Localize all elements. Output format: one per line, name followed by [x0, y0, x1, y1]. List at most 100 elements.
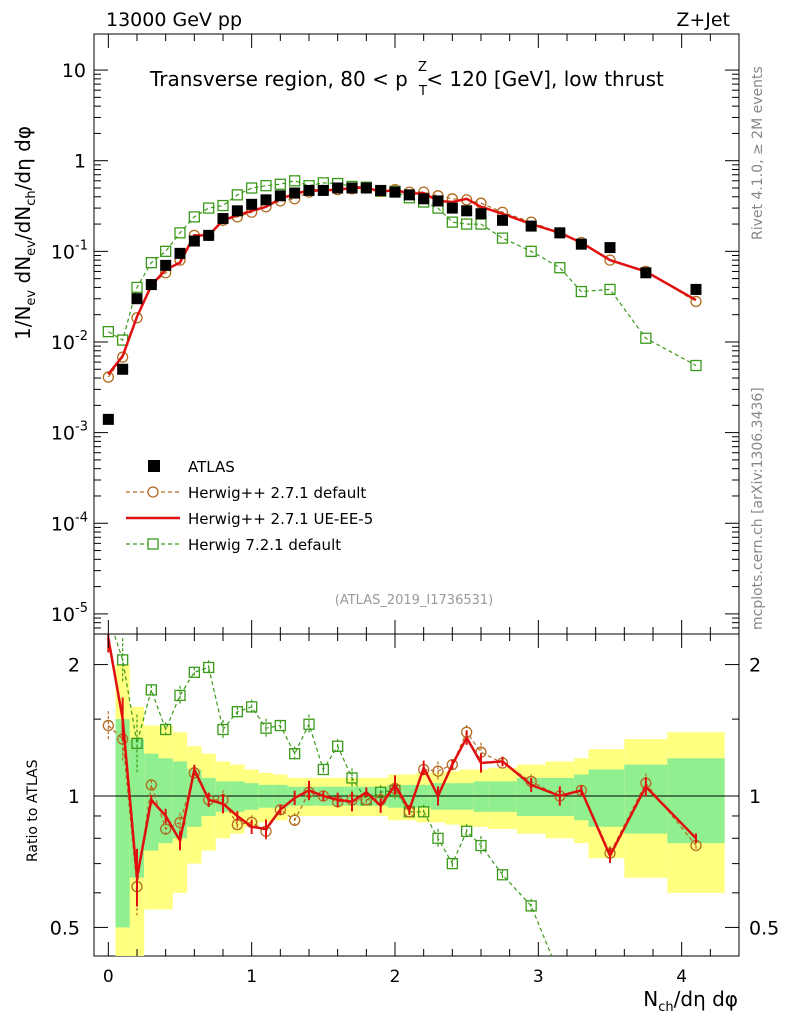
y-main-tick-label: 10 [62, 60, 86, 82]
main-series-2-point [203, 202, 215, 214]
legend: ATLAS Herwig++ 2.7.1 default Herwig++ 2.7.… [126, 458, 373, 554]
main-series-2-point [274, 178, 286, 190]
atlas-data-point [475, 208, 487, 220]
ratio-series-2-point [576, 971, 586, 981]
y-main-tick-label: 10-3 [51, 420, 88, 445]
main-series-2-point [690, 359, 702, 372]
legend-label: ATLAS [188, 458, 235, 476]
ratio-series-2-point [641, 971, 651, 981]
atlas-data-point [131, 293, 143, 305]
y-ratio-tick-label: 2 [68, 655, 80, 677]
y-main-tick-label: 10-5 [51, 601, 88, 626]
legend-marker-atlas [148, 460, 160, 472]
ratio-band-inner [588, 769, 625, 827]
y-main-tick-label: 1 [74, 151, 86, 173]
atlas-data-point [375, 184, 387, 196]
main-series-2-point [446, 216, 458, 228]
atlas-data-point [303, 184, 315, 196]
main-series-2-line [107, 180, 697, 367]
ratio-series-0-point [174, 816, 186, 829]
plot-title-tail: < 120 [GeV], low thrust [420, 67, 664, 91]
legend-label: Herwig++ 2.7.1 UE-EE-5 [188, 510, 373, 528]
y-main-tick-exponent: -1 [75, 238, 88, 253]
ratio-plot-layer [102, 611, 702, 981]
ratio-series-2-point [174, 689, 186, 702]
legend-label: Herwig++ 2.7.1 default [188, 484, 366, 502]
ratio-series-2-point [289, 748, 301, 760]
main-series-2-point [145, 257, 157, 269]
atlas-data-point [117, 363, 129, 375]
energy-label: 13000 GeV pp [106, 9, 242, 31]
atlas-data-point [332, 182, 344, 194]
main-series-2-point [496, 232, 509, 244]
atlas-data-point [554, 227, 566, 239]
atlas-data-point [432, 195, 444, 207]
main-series-0-point [604, 254, 616, 266]
atlas-data-point [575, 238, 587, 250]
axes-layer: 0 1 2 3 4 10 1 10-1 10-2 10-3 10-4 10-5 2 2 1 1 0.5 0.5 [50, 34, 779, 987]
atlas-data-point [317, 184, 329, 196]
y-main-tick-exponent: -5 [75, 601, 88, 616]
atlas-data-point [640, 267, 652, 279]
main-series-2-point [525, 245, 537, 257]
ratio-series-2-point [332, 740, 344, 752]
ratio-series-2-point [160, 723, 172, 736]
x-tick-label: 2 [390, 967, 401, 987]
ratio-series-1-line [107, 637, 697, 878]
main-series-2-point [640, 332, 652, 344]
ratio-series-2-point [103, 611, 113, 621]
ratio-series-2-point [131, 737, 143, 750]
y-main-tick-label: 10-1 [51, 238, 88, 263]
main-series-2-point [188, 211, 200, 223]
analysis-watermark: (ATLAS_2019_I1736531) [335, 593, 493, 608]
atlas-data-point [446, 202, 458, 214]
y-axis-label-main: 1/Nev dNev/dNch/dη dφ [11, 126, 39, 340]
ratio-series-2-point [525, 900, 537, 912]
ratio-series-2-point [274, 719, 286, 732]
main-series-2-point [160, 245, 172, 257]
atlas-data-point [188, 235, 200, 247]
ratio-series-2-point [605, 971, 615, 981]
y-ratio-tick-label-right: 0.5 [749, 917, 779, 939]
ratio-series-2-point [555, 971, 565, 981]
ratio-series-2-point [418, 806, 430, 818]
ratio-series-0-point [160, 823, 172, 835]
x-tick-label: 4 [676, 967, 687, 987]
ratio-uncertainty-bands [94, 664, 739, 956]
atlas-data-point [360, 182, 372, 194]
ratio-series-0-point [289, 814, 301, 826]
atlas-data-point [203, 229, 215, 241]
main-series-0-point [117, 351, 129, 363]
atlas-data-point [174, 247, 186, 259]
atlas-data-point [217, 213, 229, 225]
legend-label: Herwig 7.2.1 default [188, 536, 341, 554]
main-series-2-point [246, 182, 258, 194]
x-axis-label: Nch/dη dφ [643, 987, 738, 1015]
ratio-series-2-point [203, 661, 215, 674]
atlas-data-point [246, 198, 258, 210]
main-plot-layer [102, 175, 702, 425]
atlas-data-point [497, 214, 508, 226]
main-series-0-line [107, 187, 697, 378]
atlas-data-point [418, 193, 430, 205]
ratio-series-2-point [246, 701, 258, 713]
ratio-series-0-point [446, 758, 458, 771]
y-axis-label-ratio: Ratio to ATLAS [25, 759, 41, 862]
ratio-series-2-point [375, 786, 387, 798]
mcplots-side-label: mcplots.cern.ch [arXiv:1306.3436] [750, 387, 766, 630]
y-ratio-tick-label: 1 [68, 786, 80, 808]
atlas-data-point [260, 194, 272, 206]
ratio-series-2-point [117, 654, 129, 666]
main-series-2-point [231, 189, 243, 201]
main-series-0-point [690, 295, 702, 308]
ratio-series-2-point [317, 763, 329, 776]
ratio-series-2-point [496, 869, 509, 881]
ratio-series-0-point [102, 719, 114, 732]
ratio-series-2-point [217, 723, 229, 736]
ratio-band-inner [230, 781, 245, 812]
y-main-tick-label: 10-2 [51, 329, 88, 354]
main-series-2-point [217, 199, 229, 212]
rivet-side-label: Rivet 4.1.0, ≥ 2M events [750, 66, 766, 240]
y-ratio-tick-label: 0.5 [50, 917, 80, 939]
